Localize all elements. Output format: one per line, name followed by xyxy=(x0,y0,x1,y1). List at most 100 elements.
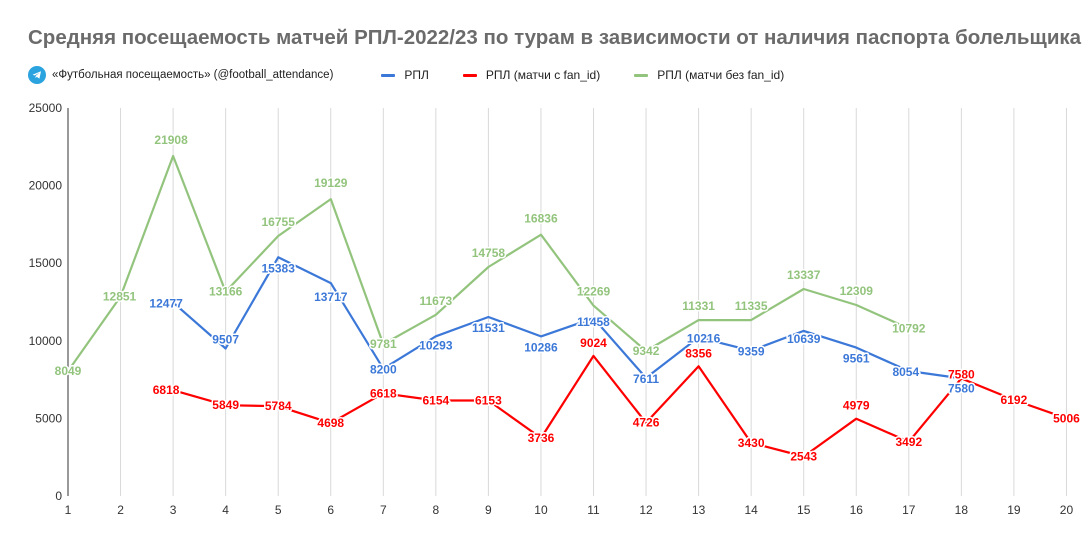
data-label-without-fan-id: 13337 xyxy=(787,268,821,282)
data-label-rpl: 10639 xyxy=(787,332,821,346)
data-label-halo: 3736 xyxy=(528,431,555,445)
x-tick-label: 9 xyxy=(485,503,492,517)
data-label-halo: 12309 xyxy=(840,284,874,298)
data-label-halo: 8356 xyxy=(685,346,712,360)
x-tick-label: 1 xyxy=(65,503,72,517)
data-label-rpl: 10286 xyxy=(524,340,558,354)
x-tick-label: 13 xyxy=(692,503,706,517)
series-line-without-fan-id xyxy=(66,154,910,373)
data-label-halo: 21908 xyxy=(154,133,188,147)
data-label-halo: 14758 xyxy=(472,246,506,260)
data-label-halo: 5849 xyxy=(212,398,239,412)
data-label-rpl: 10293 xyxy=(419,338,453,352)
data-label-halo: 6618 xyxy=(370,386,397,400)
data-label-halo: 4698 xyxy=(317,416,344,430)
data-label-halo: 9561 xyxy=(843,352,870,366)
axes: 1 2 3 4 5 6 7 8 9 10 11 12 13 14 15 16 17 18 19 20050001000… xyxy=(29,101,1074,517)
data-labels: 8049804912851128512190821908131661316616… xyxy=(53,131,1081,465)
data-label-halo: 6154 xyxy=(422,393,449,407)
data-label-halo: 10639 xyxy=(787,332,821,346)
data-label-halo: 12269 xyxy=(577,285,611,299)
data-label-without-fan-id: 12309 xyxy=(840,284,874,298)
data-label-with-fan-id: 8356 xyxy=(685,346,712,360)
data-label-with-fan-id: 3492 xyxy=(895,435,922,449)
data-label-without-fan-id: 11331 xyxy=(682,299,715,313)
data-label-with-fan-id: 5784 xyxy=(265,399,292,413)
x-tick-label: 5 xyxy=(275,503,282,517)
chart-title: Средняя посещаемость матчей РПЛ-2022/23 … xyxy=(28,26,1082,49)
data-label-rpl: 9561 xyxy=(843,352,870,366)
x-tick-label: 6 xyxy=(327,503,334,517)
data-label-with-fan-id: 3736 xyxy=(528,431,555,445)
data-label-rpl: 8054 xyxy=(892,365,919,379)
data-label-halo: 3430 xyxy=(738,436,765,450)
data-label-without-fan-id: 8049 xyxy=(55,364,82,378)
x-tick-label: 2 xyxy=(117,503,124,517)
data-label-halo: 6153 xyxy=(475,394,502,408)
x-tick-label: 7 xyxy=(380,503,387,517)
data-label-rpl: 12477 xyxy=(149,296,183,310)
data-label-with-fan-id: 4979 xyxy=(843,399,870,413)
data-label-halo: 15383 xyxy=(262,261,296,275)
data-label-halo: 11531 xyxy=(472,321,505,335)
data-label-halo: 10293 xyxy=(419,338,453,352)
data-label-halo: 13337 xyxy=(787,268,821,282)
data-label-halo: 11335 xyxy=(735,299,768,313)
series xyxy=(66,154,1068,458)
x-tick-label: 4 xyxy=(222,503,229,517)
x-tick-label: 17 xyxy=(902,503,916,517)
data-label-without-fan-id: 11335 xyxy=(735,299,768,313)
x-tick-label: 16 xyxy=(850,503,864,517)
legend-item-without-fan-id: РПЛ (матчи без fan_id) xyxy=(634,68,784,82)
data-label-halo: 7580 xyxy=(948,381,975,395)
data-label-with-fan-id: 6154 xyxy=(422,393,449,407)
source-label: «Футбольная посещаемость» (@football_att… xyxy=(52,69,334,81)
data-label-halo: 19129 xyxy=(314,176,348,190)
x-tick-label: 15 xyxy=(797,503,811,517)
data-label-with-fan-id: 3430 xyxy=(738,436,765,450)
legend: «Футбольная посещаемость» (@football_att… xyxy=(28,64,818,86)
legend-label-rpl: РПЛ xyxy=(404,68,429,82)
data-label-without-fan-id: 9342 xyxy=(633,344,660,358)
data-label-halo: 16836 xyxy=(524,212,558,226)
data-label-without-fan-id: 12269 xyxy=(577,285,611,299)
data-label-rpl: 9359 xyxy=(738,345,765,359)
data-label-halo: 9024 xyxy=(580,336,607,350)
y-tick-label: 0 xyxy=(55,489,62,503)
y-tick-label: 15000 xyxy=(29,256,63,270)
data-label-rpl: 11531 xyxy=(472,321,505,335)
legend-label-without-fan-id: РПЛ (матчи без fan_id) xyxy=(657,68,785,82)
series-line-with-fan-id xyxy=(172,354,1068,458)
data-label-rpl: 7611 xyxy=(633,372,659,386)
data-label-without-fan-id: 21908 xyxy=(154,133,188,147)
data-label-halo: 9359 xyxy=(738,345,765,359)
data-label-rpl: 13717 xyxy=(314,290,348,304)
data-label-halo: 4726 xyxy=(633,416,660,430)
data-label-rpl: 11458 xyxy=(577,315,610,329)
data-label-with-fan-id: 6618 xyxy=(370,386,397,400)
data-label-without-fan-id: 10792 xyxy=(892,322,926,336)
data-label-halo: 11673 xyxy=(419,294,452,308)
x-tick-label: 3 xyxy=(170,503,177,517)
series-line-rpl xyxy=(172,256,963,380)
data-label-halo: 2543 xyxy=(790,450,817,464)
data-label-with-fan-id: 6818 xyxy=(153,383,180,397)
grid xyxy=(120,108,1067,496)
data-label-with-fan-id: 9024 xyxy=(580,336,607,350)
data-label-halo: 7580 xyxy=(948,367,975,381)
legend-swatch-with-fan-id xyxy=(462,73,477,77)
data-label-with-fan-id: 5006 xyxy=(1053,411,1080,425)
data-label-halo: 3492 xyxy=(895,435,922,449)
x-tick-label: 19 xyxy=(1007,503,1021,517)
x-tick-label: 20 xyxy=(1060,503,1074,517)
x-tick-label: 8 xyxy=(433,503,440,517)
data-label-halo: 9342 xyxy=(633,344,660,358)
data-label-halo: 12851 xyxy=(103,290,137,304)
telegram-icon xyxy=(28,66,46,84)
data-label-halo: 4979 xyxy=(843,399,870,413)
data-label-without-fan-id: 16836 xyxy=(524,212,558,226)
y-tick-label: 20000 xyxy=(29,179,63,193)
data-label-rpl: 15383 xyxy=(262,261,296,275)
